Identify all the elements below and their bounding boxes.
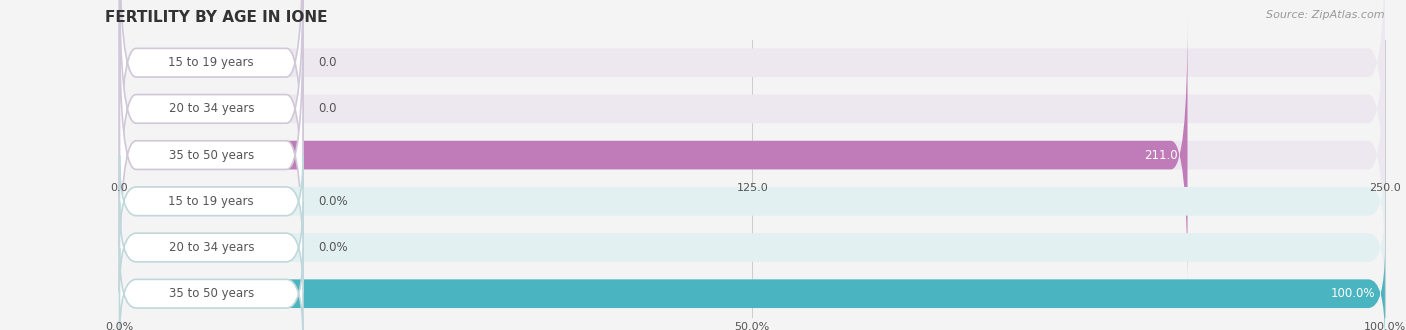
FancyBboxPatch shape: [120, 248, 1385, 330]
Text: 250.0: 250.0: [1369, 183, 1400, 193]
Text: 15 to 19 years: 15 to 19 years: [169, 195, 254, 208]
Text: 211.0: 211.0: [1143, 148, 1177, 162]
FancyBboxPatch shape: [120, 0, 1385, 199]
FancyBboxPatch shape: [120, 0, 1385, 245]
FancyBboxPatch shape: [120, 19, 1188, 291]
FancyBboxPatch shape: [120, 155, 1385, 247]
FancyBboxPatch shape: [120, 19, 1385, 291]
FancyBboxPatch shape: [120, 0, 304, 245]
FancyBboxPatch shape: [120, 202, 304, 293]
Text: 0.0%: 0.0%: [318, 241, 347, 254]
Text: 100.0%: 100.0%: [1364, 322, 1406, 330]
Text: 15 to 19 years: 15 to 19 years: [169, 56, 254, 69]
Text: 0.0%: 0.0%: [105, 322, 134, 330]
Text: 35 to 50 years: 35 to 50 years: [169, 287, 254, 300]
Text: 50.0%: 50.0%: [734, 322, 770, 330]
FancyBboxPatch shape: [120, 19, 304, 291]
FancyBboxPatch shape: [120, 0, 304, 199]
Text: 20 to 34 years: 20 to 34 years: [169, 241, 254, 254]
Text: Source: ZipAtlas.com: Source: ZipAtlas.com: [1267, 10, 1385, 20]
Text: 35 to 50 years: 35 to 50 years: [169, 148, 254, 162]
Text: FERTILITY BY AGE IN IONE: FERTILITY BY AGE IN IONE: [105, 10, 328, 25]
FancyBboxPatch shape: [120, 202, 1385, 293]
Text: 0.0%: 0.0%: [318, 195, 347, 208]
Text: 0.0: 0.0: [111, 183, 128, 193]
Text: 0.0: 0.0: [318, 102, 336, 115]
FancyBboxPatch shape: [120, 248, 1385, 330]
Text: 0.0: 0.0: [318, 56, 336, 69]
Text: 100.0%: 100.0%: [1330, 287, 1375, 300]
Text: 125.0: 125.0: [737, 183, 768, 193]
FancyBboxPatch shape: [120, 248, 304, 330]
FancyBboxPatch shape: [120, 155, 304, 247]
Text: 20 to 34 years: 20 to 34 years: [169, 102, 254, 115]
